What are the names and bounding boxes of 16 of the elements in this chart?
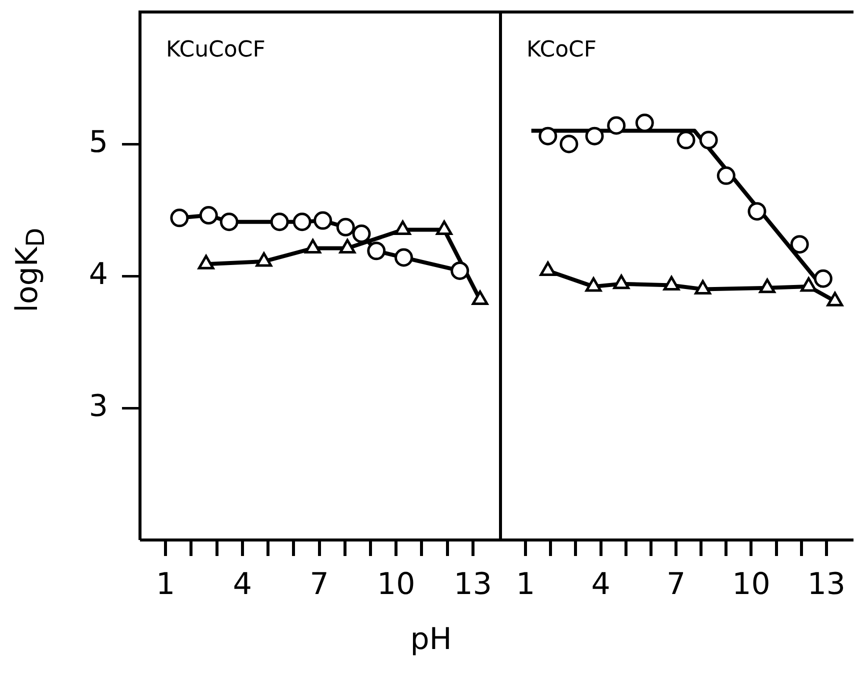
x-tick-label: 4 bbox=[591, 566, 610, 602]
x-tick-label: 10 bbox=[732, 566, 770, 602]
x-tick-label: 7 bbox=[666, 566, 686, 602]
y-tick-label: 5 bbox=[88, 124, 108, 160]
x-tick-label: 13 bbox=[454, 566, 492, 602]
y-tick-label: 4 bbox=[88, 256, 108, 292]
x-tick-label: 1 bbox=[516, 566, 536, 602]
x-tick-label: 1 bbox=[156, 566, 176, 602]
x-tick-label: 7 bbox=[310, 566, 329, 602]
y-tick-label: 3 bbox=[88, 388, 108, 424]
annotation: KCoCF bbox=[526, 38, 597, 63]
x-axis-title: pH bbox=[409, 622, 453, 657]
x-tick-label: 13 bbox=[807, 566, 846, 602]
annotation: KCuCoCF bbox=[166, 38, 266, 63]
x-tick-label: 10 bbox=[376, 566, 416, 602]
x-tick-label: 4 bbox=[232, 566, 252, 602]
